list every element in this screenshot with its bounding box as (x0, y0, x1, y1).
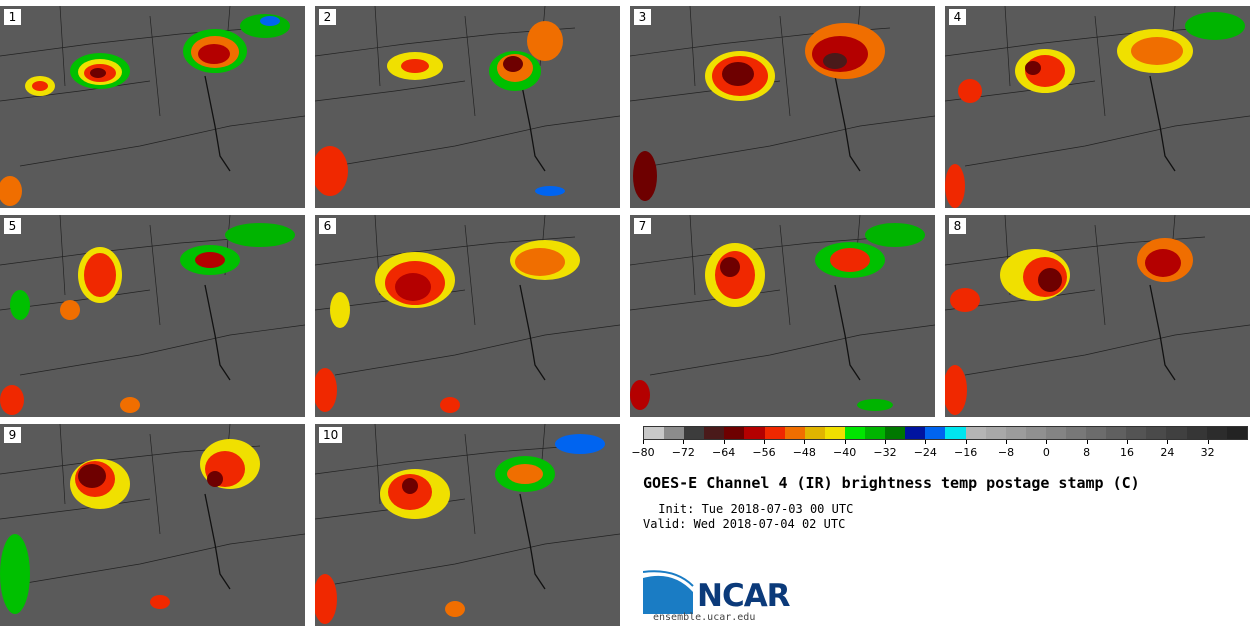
panel-number: 1 (4, 9, 21, 25)
colorbar-ticks: −80 −72 −64 −56 −48 −40 −32 −24 −16 −8 0 8 16 24 32 (631, 440, 1248, 464)
map-panel: 1 (0, 6, 305, 208)
colorbar-segment (925, 427, 946, 439)
ir-satellite-map (0, 215, 305, 417)
colorbar-tick (844, 440, 846, 444)
colorbar-segment (1045, 427, 1066, 439)
ir-satellite-map (630, 215, 935, 417)
ir-satellite-map (945, 215, 1250, 417)
colorbar-tick-label: 16 (1120, 446, 1134, 459)
colorbar-segment (664, 427, 685, 439)
init-time: Init: Tue 2018-07-03 00 UTC (651, 502, 854, 516)
colorbar-segment (1166, 427, 1187, 439)
colorbar-tick (1167, 440, 1169, 444)
ir-satellite-map (945, 6, 1250, 208)
colorbar-tick (1086, 440, 1088, 444)
colorbar-segment (865, 427, 886, 439)
ir-satellite-map (0, 424, 305, 626)
colorbar-tick-label: 0 (1042, 446, 1050, 459)
panel-number: 9 (4, 427, 21, 443)
colorbar-tick (1046, 440, 1048, 444)
colorbar-tick-label: −40 (833, 446, 857, 459)
colorbar-tick (723, 440, 725, 444)
ir-satellite-map (315, 6, 620, 208)
map-panel: 3 (630, 6, 935, 208)
colorbar-segment (885, 427, 906, 439)
colorbar-segment (704, 427, 725, 439)
colorbar-segment (1086, 427, 1107, 439)
panel-number: 6 (319, 218, 336, 234)
ir-satellite-map (315, 424, 620, 626)
ncar-logo-icon (643, 570, 694, 614)
map-panel: 9 (0, 424, 305, 626)
colorbar-tick-label: −56 (752, 446, 776, 459)
colorbar-segment (804, 427, 825, 439)
colorbar-tick-label: −16 (954, 446, 978, 459)
colorbar-segment (784, 427, 805, 439)
map-panel: 5 (0, 215, 305, 417)
map-panel: 8 (945, 215, 1250, 417)
colorbar-segment (965, 427, 986, 439)
panel-number: 3 (634, 9, 651, 25)
ir-satellite-map (315, 215, 620, 417)
colorbar-segment (985, 427, 1006, 439)
ir-satellite-map (630, 6, 935, 208)
colorbar-segment (644, 427, 665, 439)
colorbar-segment (905, 427, 926, 439)
colorbar-segment (744, 427, 765, 439)
colorbar-segment (1065, 427, 1087, 439)
colorbar-segment (1146, 427, 1167, 439)
colorbar-segment (844, 427, 866, 439)
colorbar-tick-label: −64 (712, 446, 736, 459)
colorbar-tick-label: −80 (631, 446, 655, 459)
panel-number: 5 (4, 218, 21, 234)
colorbar-tick-label: −32 (873, 446, 897, 459)
colorbar-segment (945, 427, 966, 439)
colorbar-tick (1006, 440, 1007, 444)
colorbar-tick-label: −8 (997, 446, 1015, 459)
map-panel: 6 (315, 215, 620, 417)
map-panel: 7 (630, 215, 935, 417)
panel-number: 8 (949, 218, 966, 234)
ncar-logo-text: NCAR (697, 578, 791, 614)
colorbar-tick (1207, 440, 1209, 444)
panel-number: 7 (634, 218, 651, 234)
colorbar-segment (1106, 427, 1127, 439)
colorbar-tick (1127, 440, 1128, 444)
colorbar-tick-label: −24 (913, 446, 937, 459)
colorbar-tick-label: 24 (1160, 446, 1175, 459)
colorbar-segment (824, 427, 845, 439)
ensemble-url: ensemble.ucar.edu (653, 612, 756, 623)
colorbar-segment (724, 427, 745, 439)
colorbar-tick-label: 8 (1083, 446, 1091, 459)
map-panel: 2 (315, 6, 620, 208)
figure-title: GOES-E Channel 4 (IR) brightness temp po… (643, 474, 1140, 492)
panel-number: 2 (319, 9, 336, 25)
colorbar-segment (1126, 427, 1147, 439)
map-panel: 4 (945, 6, 1250, 208)
colorbar-segment (1206, 427, 1227, 439)
colorbar-tick (804, 440, 806, 444)
colorbar-tick-label: 32 (1200, 446, 1215, 459)
colorbar (643, 426, 1248, 440)
colorbar-tick-label: −48 (792, 446, 816, 459)
colorbar-segment (684, 427, 705, 439)
colorbar-segment (1025, 427, 1046, 439)
colorbar-segment (1226, 427, 1247, 439)
colorbar-tick (965, 440, 967, 444)
colorbar-tick-label: −72 (671, 446, 695, 459)
colorbar-tick (925, 440, 927, 444)
colorbar-tick (683, 440, 685, 444)
map-panel: 10 (315, 424, 620, 626)
colorbar-tick (643, 440, 644, 444)
ir-satellite-map (0, 6, 305, 208)
valid-time: Valid: Wed 2018-07-04 02 UTC (643, 517, 846, 531)
colorbar-tick (764, 440, 765, 444)
colorbar-segment (1186, 427, 1207, 439)
colorbar-segment (1005, 427, 1026, 439)
colorbar-segment (764, 427, 785, 439)
panel-number: 4 (949, 9, 966, 25)
panel-number: 10 (319, 427, 343, 443)
colorbar-tick (885, 440, 886, 444)
